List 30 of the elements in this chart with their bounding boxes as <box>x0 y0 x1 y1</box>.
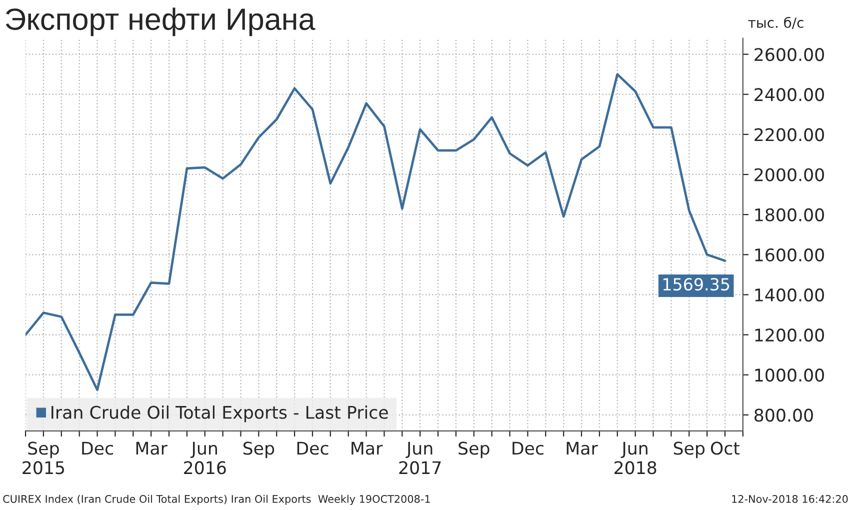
x-tick-label: Jun 2016 <box>184 442 226 474</box>
x-tick-label: Dec <box>82 442 113 455</box>
text: CUIREX Index (Iran Crude Oil Total Exports) Iran Oil Exports Weekly 19OCT2008-1 <box>3 494 430 505</box>
y-tick-label: 1200.00 <box>755 328 824 342</box>
y-tick-label: 1000.00 <box>755 368 824 382</box>
y-tick-label: 2600.00 <box>754 48 824 62</box>
y-tick-label: 2000.00 <box>754 168 824 182</box>
x-tick-label: Mar <box>566 442 598 455</box>
y-axis-title: тыс. б/с <box>748 16 804 29</box>
x-tick-label: Jun 2017 <box>399 442 441 474</box>
y-tick-label: 1600.00 <box>755 248 824 262</box>
x-tick-label: Sep <box>674 442 705 458</box>
x-tick-label: Sep <box>243 442 274 458</box>
x-tick-label: Mar <box>136 442 168 455</box>
chart-title: Экспорт нефти Ирана <box>6 8 316 36</box>
x-tick-label: Oct <box>710 442 740 455</box>
x-tick-label: Sep 2015 <box>22 442 64 474</box>
x-tick-label: Dec <box>512 442 544 455</box>
y-tick-label: 1400.00 <box>755 288 824 302</box>
text: 12-Nov-2018 16:42:20 <box>732 495 848 503</box>
y-tick-label: 2400.00 <box>754 88 824 102</box>
x-tick-label: Sep <box>458 442 490 458</box>
y-tick-label: 1800.00 <box>755 208 824 222</box>
x-tick-label: Mar <box>352 442 383 455</box>
x-tick-label: Jun 2018 <box>614 442 656 474</box>
y-tick-label: 800.00 <box>754 408 813 422</box>
y-tick-label: 2200.00 <box>754 128 824 142</box>
legend-label: Iran Crude Oil Total Exports - Last Price <box>52 405 388 422</box>
x-tick-label: Dec <box>297 442 328 455</box>
data-label: 1569.35 <box>663 278 730 291</box>
